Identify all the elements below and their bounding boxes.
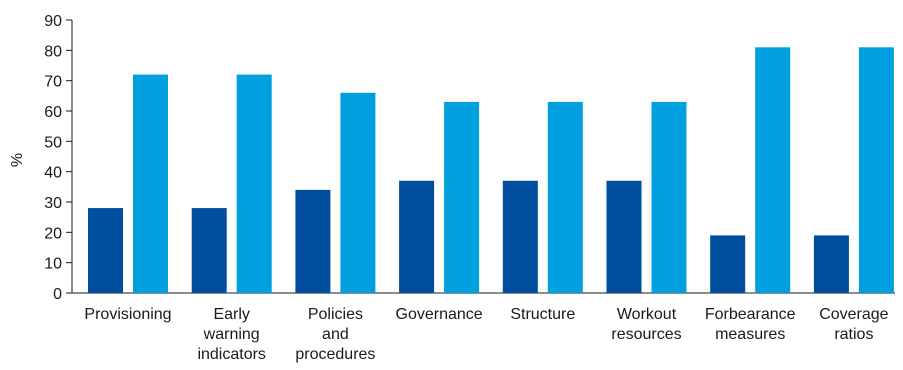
y-tick-label: 10 (44, 256, 62, 273)
bar-series-1 (399, 180, 435, 293)
bar-series-1 (191, 208, 227, 293)
category-label: Early warning indicators (197, 306, 265, 363)
bar-series-2 (755, 47, 791, 293)
bar-series-2 (651, 101, 687, 294)
y-tick-label: 20 (44, 225, 62, 242)
y-tick-label: 60 (44, 104, 62, 121)
category-label: Structure (510, 306, 575, 323)
category-label: Forbearance measures (705, 306, 796, 343)
bar-series-1 (295, 189, 331, 293)
y-tick-label: 0 (53, 286, 62, 303)
bar-series-1 (502, 180, 538, 293)
bar-series-1 (813, 235, 849, 293)
x-axis-labels: Provisioning Early warning indicators Polici… (84, 306, 888, 363)
bar-series-2 (236, 74, 272, 293)
category-label: Coverage ratios (819, 306, 888, 343)
bar-series-2 (444, 101, 480, 294)
y-tick-label: 90 (44, 13, 62, 30)
y-axis: 0 10 20 30 40 50 60 70 80 90 (44, 13, 895, 303)
bar-series-1 (606, 180, 642, 293)
y-tick-label: 30 (44, 195, 62, 212)
bar-series-2 (547, 101, 583, 294)
category-label: Policies and procedures (295, 306, 375, 363)
bar-series-2 (858, 47, 894, 293)
bars-group (88, 47, 894, 294)
bar-series-1 (88, 208, 123, 293)
y-axis-title: % (9, 153, 26, 167)
y-tick-label: 50 (44, 134, 62, 151)
y-tick-label: 80 (44, 43, 62, 60)
category-label: Workout resources (611, 306, 681, 343)
y-tick-label: 70 (44, 74, 62, 91)
bar-series-2 (133, 74, 168, 293)
category-label: Provisioning (84, 306, 171, 323)
bar-series-1 (710, 235, 746, 293)
bar-series-2 (340, 92, 376, 293)
category-label: Governance (396, 306, 483, 323)
y-tick-label: 40 (44, 165, 62, 182)
